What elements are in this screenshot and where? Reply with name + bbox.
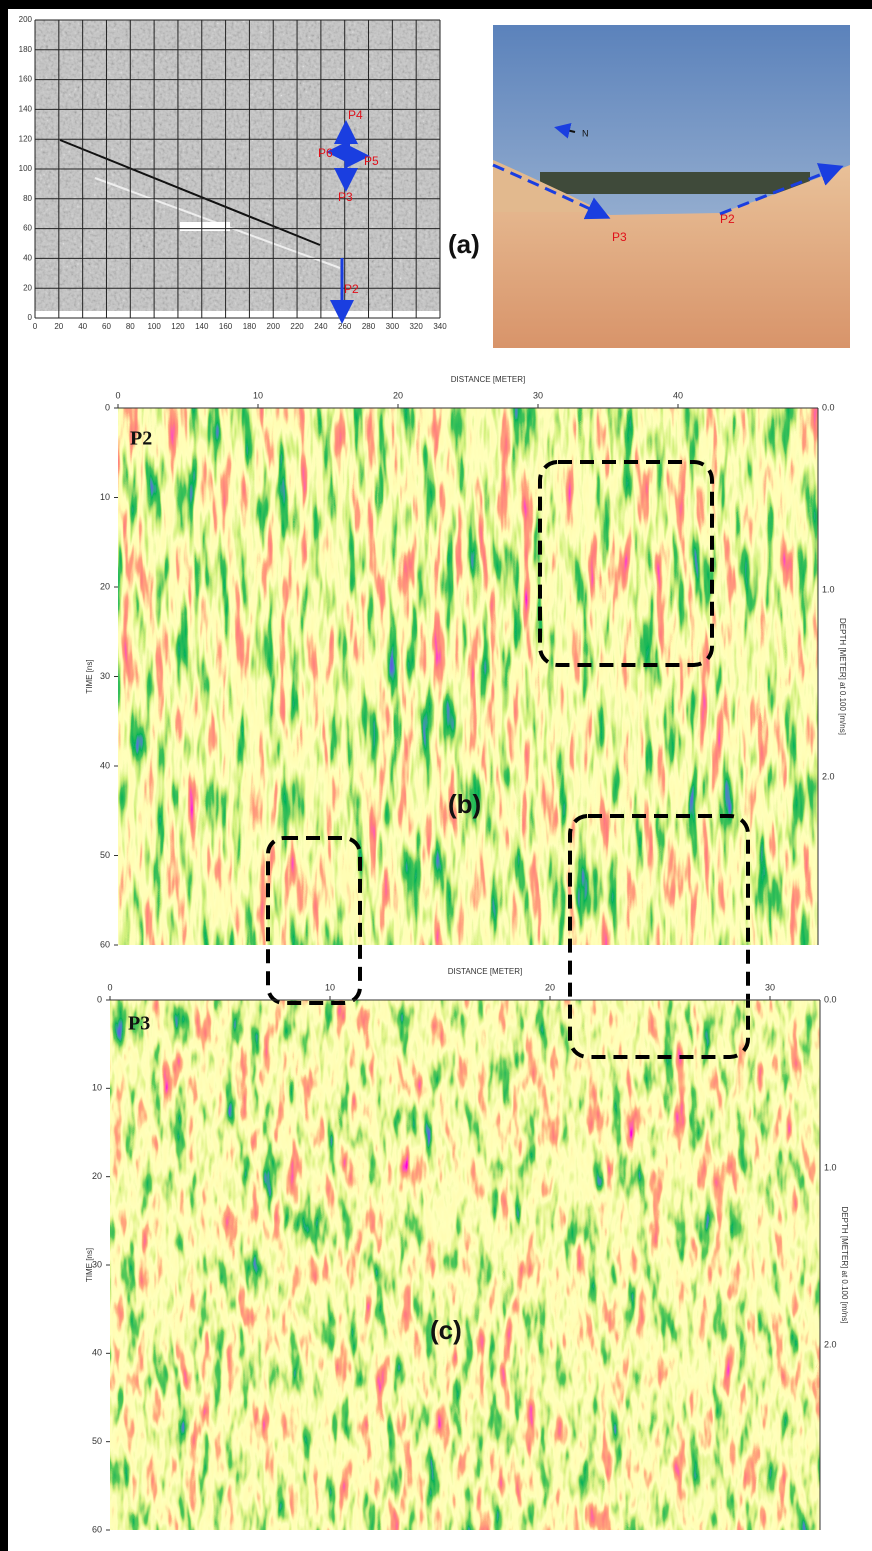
x-tick-label: 20 bbox=[545, 982, 555, 992]
y-tick-label: 40 bbox=[23, 254, 32, 263]
panel-label: (a) bbox=[448, 229, 480, 259]
x-tick-label: 10 bbox=[253, 390, 263, 400]
profile-label: P2 bbox=[130, 428, 152, 450]
x-tick-label: 100 bbox=[147, 322, 161, 331]
y2-axis-title: DEPTH [METER] at 0.100 [m/ns] bbox=[838, 618, 847, 735]
north-label: N bbox=[582, 128, 589, 138]
y2-tick-label: 2.0 bbox=[824, 1339, 837, 1349]
y2-tick-label: 1.0 bbox=[824, 1162, 837, 1172]
x-tick-label: 220 bbox=[290, 322, 304, 331]
x-tick-label: 0 bbox=[115, 390, 120, 400]
photo-profile-label: P2 bbox=[720, 212, 735, 226]
gpr-imagery bbox=[35, 20, 440, 311]
x-tick-label: 340 bbox=[433, 322, 447, 331]
x-tick-label: 280 bbox=[362, 322, 376, 331]
y-tick-label: 200 bbox=[19, 15, 33, 24]
x-tick-label: 40 bbox=[78, 322, 87, 331]
y-tick-label: 20 bbox=[100, 581, 110, 591]
x-tick-label: 10 bbox=[325, 982, 335, 992]
y-tick-label: 60 bbox=[92, 1524, 102, 1534]
y-tick-label: 100 bbox=[19, 164, 33, 173]
y2-tick-label: 2.0 bbox=[822, 771, 835, 781]
y-tick-label: 60 bbox=[100, 939, 110, 949]
y-tick-label: 80 bbox=[23, 194, 32, 203]
y-axis-title: TIME [ns] bbox=[85, 659, 94, 693]
x-tick-label: 260 bbox=[338, 322, 352, 331]
x-axis-title: DISTANCE [METER] bbox=[451, 375, 526, 384]
y-tick-label: 20 bbox=[23, 283, 32, 292]
radargram bbox=[110, 1000, 820, 1530]
x-tick-label: 40 bbox=[673, 390, 683, 400]
figure: 0204060801001201401601802002202402602803… bbox=[0, 0, 872, 1551]
gap bbox=[180, 222, 230, 231]
x-tick-label: 160 bbox=[219, 322, 233, 331]
y-tick-label: 10 bbox=[100, 492, 110, 502]
radargram bbox=[118, 408, 818, 945]
y-tick-label: 10 bbox=[92, 1083, 102, 1093]
y-tick-label: 180 bbox=[19, 45, 33, 54]
x-tick-label: 320 bbox=[409, 322, 423, 331]
x-tick-label: 20 bbox=[54, 322, 63, 331]
profile-label: P2 bbox=[344, 282, 359, 296]
x-axis-title: DISTANCE [METER] bbox=[448, 967, 523, 976]
x-tick-label: 180 bbox=[243, 322, 257, 331]
y-tick-label: 50 bbox=[100, 850, 110, 860]
panel-label: (c) bbox=[430, 1315, 462, 1345]
y-axis-title: TIME [ns] bbox=[85, 1248, 94, 1282]
profile-label: P3 bbox=[338, 190, 353, 204]
y-tick-label: 40 bbox=[100, 760, 110, 770]
frame-left bbox=[0, 0, 8, 1551]
profile-label: P4 bbox=[348, 108, 363, 122]
x-tick-label: 0 bbox=[33, 322, 38, 331]
y2-tick-label: 1.0 bbox=[822, 584, 835, 594]
x-tick-label: 240 bbox=[314, 322, 328, 331]
x-tick-label: 20 bbox=[393, 390, 403, 400]
y2-axis-title: DEPTH [METER] at 0.100 [m/ns] bbox=[840, 1207, 849, 1324]
site-photo: N P3 P2 bbox=[493, 25, 850, 348]
x-tick-label: 120 bbox=[171, 322, 185, 331]
x-tick-label: 300 bbox=[386, 322, 400, 331]
y-tick-label: 160 bbox=[19, 75, 33, 84]
x-tick-label: 140 bbox=[195, 322, 209, 331]
y-tick-label: 60 bbox=[23, 224, 32, 233]
x-tick-label: 200 bbox=[267, 322, 281, 331]
x-tick-label: 80 bbox=[126, 322, 135, 331]
x-tick-label: 30 bbox=[533, 390, 543, 400]
profile-label: P5 bbox=[364, 154, 379, 168]
y2-tick-label: 0.0 bbox=[822, 402, 835, 412]
profile-label: P3 bbox=[128, 1013, 150, 1035]
x-tick-label: 30 bbox=[765, 982, 775, 992]
panel-label: (b) bbox=[448, 789, 481, 819]
y-tick-label: 120 bbox=[19, 134, 33, 143]
y-tick-label: 30 bbox=[100, 671, 110, 681]
photo-profile-label: P3 bbox=[612, 230, 627, 244]
y-tick-label: 0 bbox=[105, 402, 110, 412]
y-tick-label: 0 bbox=[28, 313, 33, 322]
y-tick-label: 50 bbox=[92, 1436, 102, 1446]
y-tick-label: 20 bbox=[92, 1171, 102, 1181]
x-tick-label: 0 bbox=[107, 982, 112, 992]
y-tick-label: 140 bbox=[19, 105, 33, 114]
y-tick-label: 0 bbox=[97, 994, 102, 1004]
y2-tick-label: 0.0 bbox=[824, 994, 837, 1004]
profile-label: P6 bbox=[318, 146, 333, 160]
frame-top bbox=[0, 0, 872, 9]
x-tick-label: 60 bbox=[102, 322, 111, 331]
y-tick-label: 40 bbox=[92, 1348, 102, 1358]
